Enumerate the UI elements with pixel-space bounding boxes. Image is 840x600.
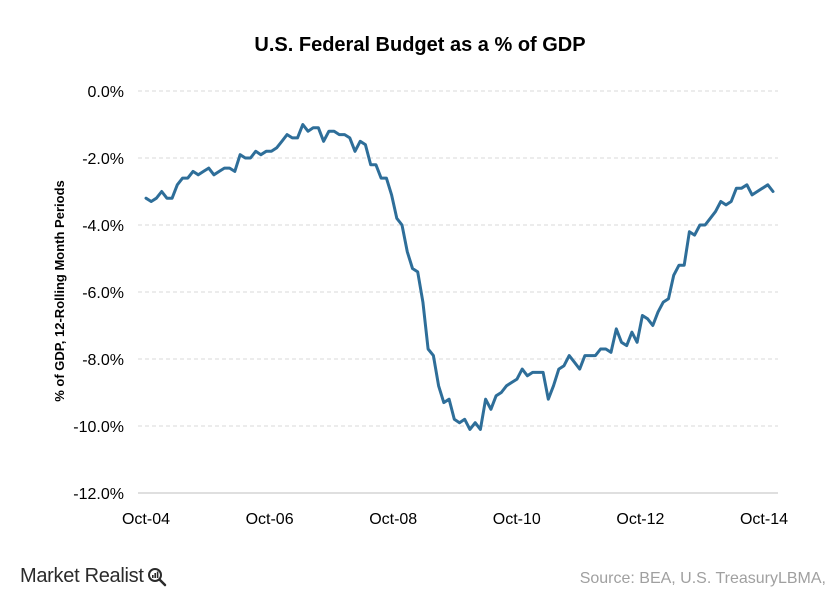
x-tick-label: Oct-14: [740, 511, 788, 528]
x-tick-label: Oct-06: [246, 511, 294, 528]
y-tick-label: -2.0%: [82, 151, 124, 168]
x-axis-tick-labels: Oct-04 Oct-06 Oct-08 Oct-10 Oct-12 Oct-14: [122, 511, 788, 528]
brand-name: Market Realist: [20, 565, 144, 587]
x-tick-label: Oct-12: [616, 511, 664, 528]
grid-lines: [138, 90, 778, 427]
y-tick-label: -12.0%: [73, 486, 124, 503]
y-tick-label: -4.0%: [82, 218, 124, 235]
source-note: Source: BEA, U.S. TreasuryLBMA,: [579, 570, 826, 587]
x-tick-label: Oct-10: [493, 511, 541, 528]
y-tick-label: -10.0%: [73, 419, 124, 436]
chart-title: U.S. Federal Budget as a % of GDP: [254, 34, 586, 56]
y-tick-label: -8.0%: [82, 352, 124, 369]
x-tick-label: Oct-08: [369, 511, 417, 528]
series-line: [144, 123, 775, 431]
magnifier-icon: [147, 567, 166, 586]
y-tick-label: -6.0%: [82, 285, 124, 302]
y-axis-tick-labels: 0.0% -2.0% -4.0% -6.0% -8.0% -10.0% -12.0%: [73, 84, 124, 503]
x-tick-label: Oct-04: [122, 511, 170, 528]
brand-logo: Market Realist: [20, 565, 168, 588]
y-axis-label: % of GDP, 12-Rolling Month Periods: [52, 180, 67, 402]
y-tick-label: 0.0%: [88, 84, 124, 101]
